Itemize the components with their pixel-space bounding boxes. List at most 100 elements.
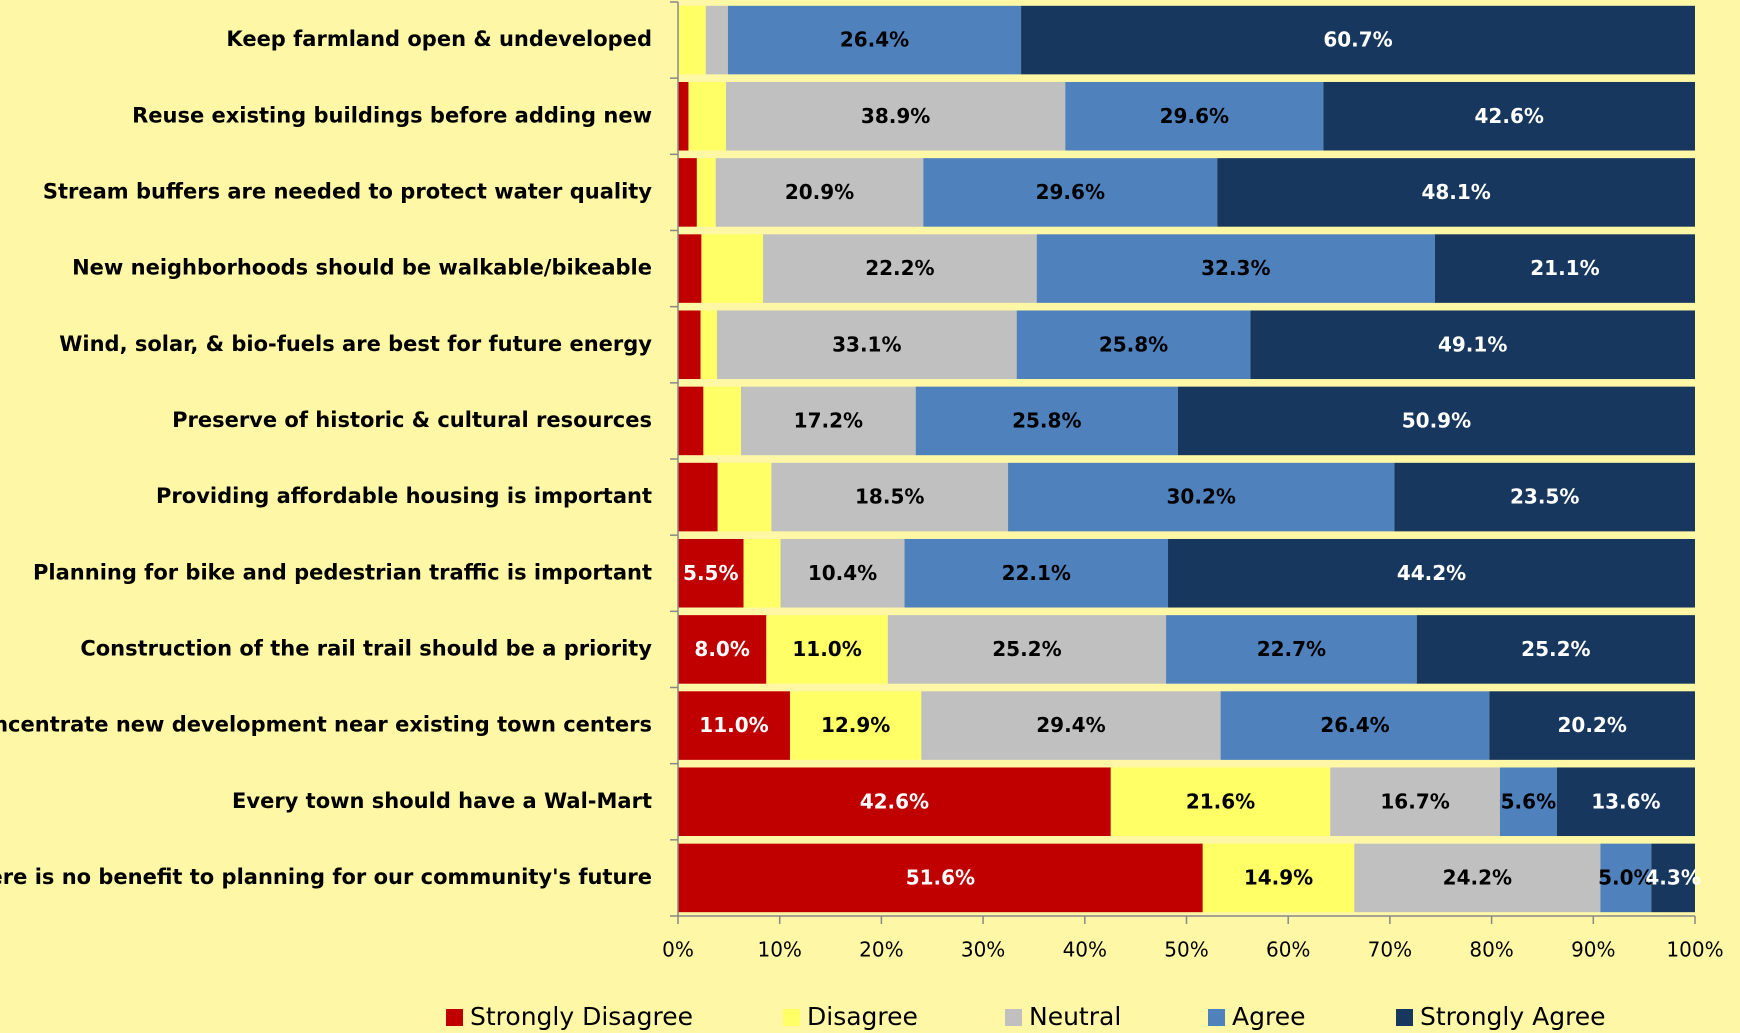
value-label: 17.2% [794, 408, 863, 432]
category-label: Reuse existing buildings before adding n… [132, 103, 652, 127]
bar-segment [703, 386, 741, 456]
value-label: 44.2% [1397, 561, 1466, 585]
bar-segment [887, 615, 1167, 684]
category-label: Preserve of historic & cultural resource… [172, 408, 652, 432]
value-label: 30.2% [1167, 485, 1236, 509]
bar-segment [1499, 767, 1557, 837]
bar-segment [678, 462, 718, 532]
bar-segment [904, 538, 1169, 608]
x-tick-label: 60% [1266, 938, 1310, 962]
value-label: 20.9% [785, 180, 854, 204]
value-label: 8.0% [694, 637, 749, 661]
value-label: 38.9% [861, 104, 930, 128]
category-label: There is no benefit to planning for our … [0, 865, 652, 889]
x-tick-label: 0% [662, 938, 694, 962]
value-label: 22.1% [1002, 561, 1071, 585]
value-label: 13.6% [1591, 789, 1660, 813]
value-label: 33.1% [832, 332, 901, 356]
x-tick-label: 20% [859, 938, 903, 962]
bar-segment [678, 767, 1111, 837]
bar-segment [1600, 843, 1652, 913]
bar-segment [1217, 158, 1695, 227]
value-label: 29.6% [1036, 180, 1105, 204]
value-label: 60.7% [1323, 28, 1392, 52]
bar-segment [1220, 691, 1490, 760]
category-label: Planning for bike and pedestrian traffic… [33, 560, 652, 584]
legend-swatch [783, 1009, 800, 1026]
bar-segment [678, 158, 697, 227]
bar-segment [1016, 310, 1251, 380]
value-label: 5.0% [1598, 865, 1653, 889]
legend-label: Disagree [807, 1002, 918, 1031]
value-label: 14.9% [1244, 865, 1313, 889]
bar-segment [1323, 81, 1695, 151]
bar-segment [780, 538, 905, 608]
bar-segment [1110, 767, 1331, 837]
value-label: 50.9% [1402, 408, 1471, 432]
bar-segment [705, 5, 728, 75]
bar-segment [1250, 310, 1695, 380]
bar-segment [766, 615, 888, 684]
value-label: 24.2% [1443, 865, 1512, 889]
value-label: 21.6% [1186, 789, 1255, 813]
legend-swatch [1208, 1009, 1225, 1026]
legend-label: Strongly Agree [1420, 1002, 1606, 1031]
bar-segment [1651, 843, 1695, 913]
value-label: 5.6% [1501, 789, 1556, 813]
bar-segment [715, 158, 924, 227]
bar-segment [1021, 5, 1695, 75]
bar-segment [1556, 767, 1695, 837]
bar-segment [678, 538, 744, 608]
legend-label: Strongly Disagree [470, 1002, 693, 1031]
bar-segment [1065, 81, 1324, 151]
value-label: 18.5% [855, 485, 924, 509]
legend-label: Neutral [1029, 1002, 1121, 1031]
bar-segment [678, 843, 1203, 913]
category-label: Keep farmland open & undeveloped [226, 27, 652, 51]
bar-segment [678, 81, 689, 151]
value-label: 22.7% [1257, 637, 1326, 661]
value-label: 25.8% [1012, 408, 1081, 432]
value-label: 25.2% [992, 637, 1061, 661]
value-label: 48.1% [1421, 180, 1490, 204]
x-tick-label: 100% [1666, 938, 1723, 962]
bar-segment [725, 81, 1066, 151]
x-tick-label: 30% [961, 938, 1005, 962]
category-label: Every town should have a Wal-Mart [232, 789, 652, 813]
value-label: 42.6% [860, 789, 929, 813]
x-tick-label: 10% [757, 938, 801, 962]
bar-segment [1008, 462, 1395, 532]
value-label: 25.2% [1521, 637, 1590, 661]
value-label: 49.1% [1438, 332, 1507, 356]
bar-segment [743, 538, 781, 608]
bar-segment [921, 691, 1221, 760]
bar-segment [696, 158, 716, 227]
bar-segment [1416, 615, 1695, 684]
bar-segment [727, 5, 1022, 75]
value-label: 22.2% [865, 256, 934, 280]
value-label: 10.4% [808, 561, 877, 585]
category-label: Concentrate new development near existin… [0, 713, 652, 737]
value-label: 20.2% [1557, 713, 1626, 737]
bar-segment [1354, 843, 1601, 913]
bar-segment [771, 462, 1009, 532]
value-label: 11.0% [792, 637, 861, 661]
value-label: 11.0% [699, 713, 768, 737]
bar-segment [688, 81, 726, 151]
bar-segment [678, 615, 767, 684]
bar-segment [1489, 691, 1695, 760]
value-label: 32.3% [1201, 256, 1270, 280]
bar-segment [1166, 615, 1417, 684]
value-label: 26.4% [1320, 713, 1389, 737]
category-label: New neighborhoods should be walkable/bik… [72, 256, 652, 280]
value-label: 5.5% [683, 561, 738, 585]
bar-segment [678, 691, 790, 760]
category-label: Wind, solar, & bio-fuels are best for fu… [59, 332, 652, 356]
bar-segment [740, 386, 916, 456]
value-label: 21.1% [1530, 256, 1599, 280]
category-label: Stream buffers are needed to protect wat… [43, 179, 652, 203]
bar-segment [717, 462, 772, 532]
legend-swatch [446, 1009, 463, 1026]
value-label: 16.7% [1380, 789, 1449, 813]
